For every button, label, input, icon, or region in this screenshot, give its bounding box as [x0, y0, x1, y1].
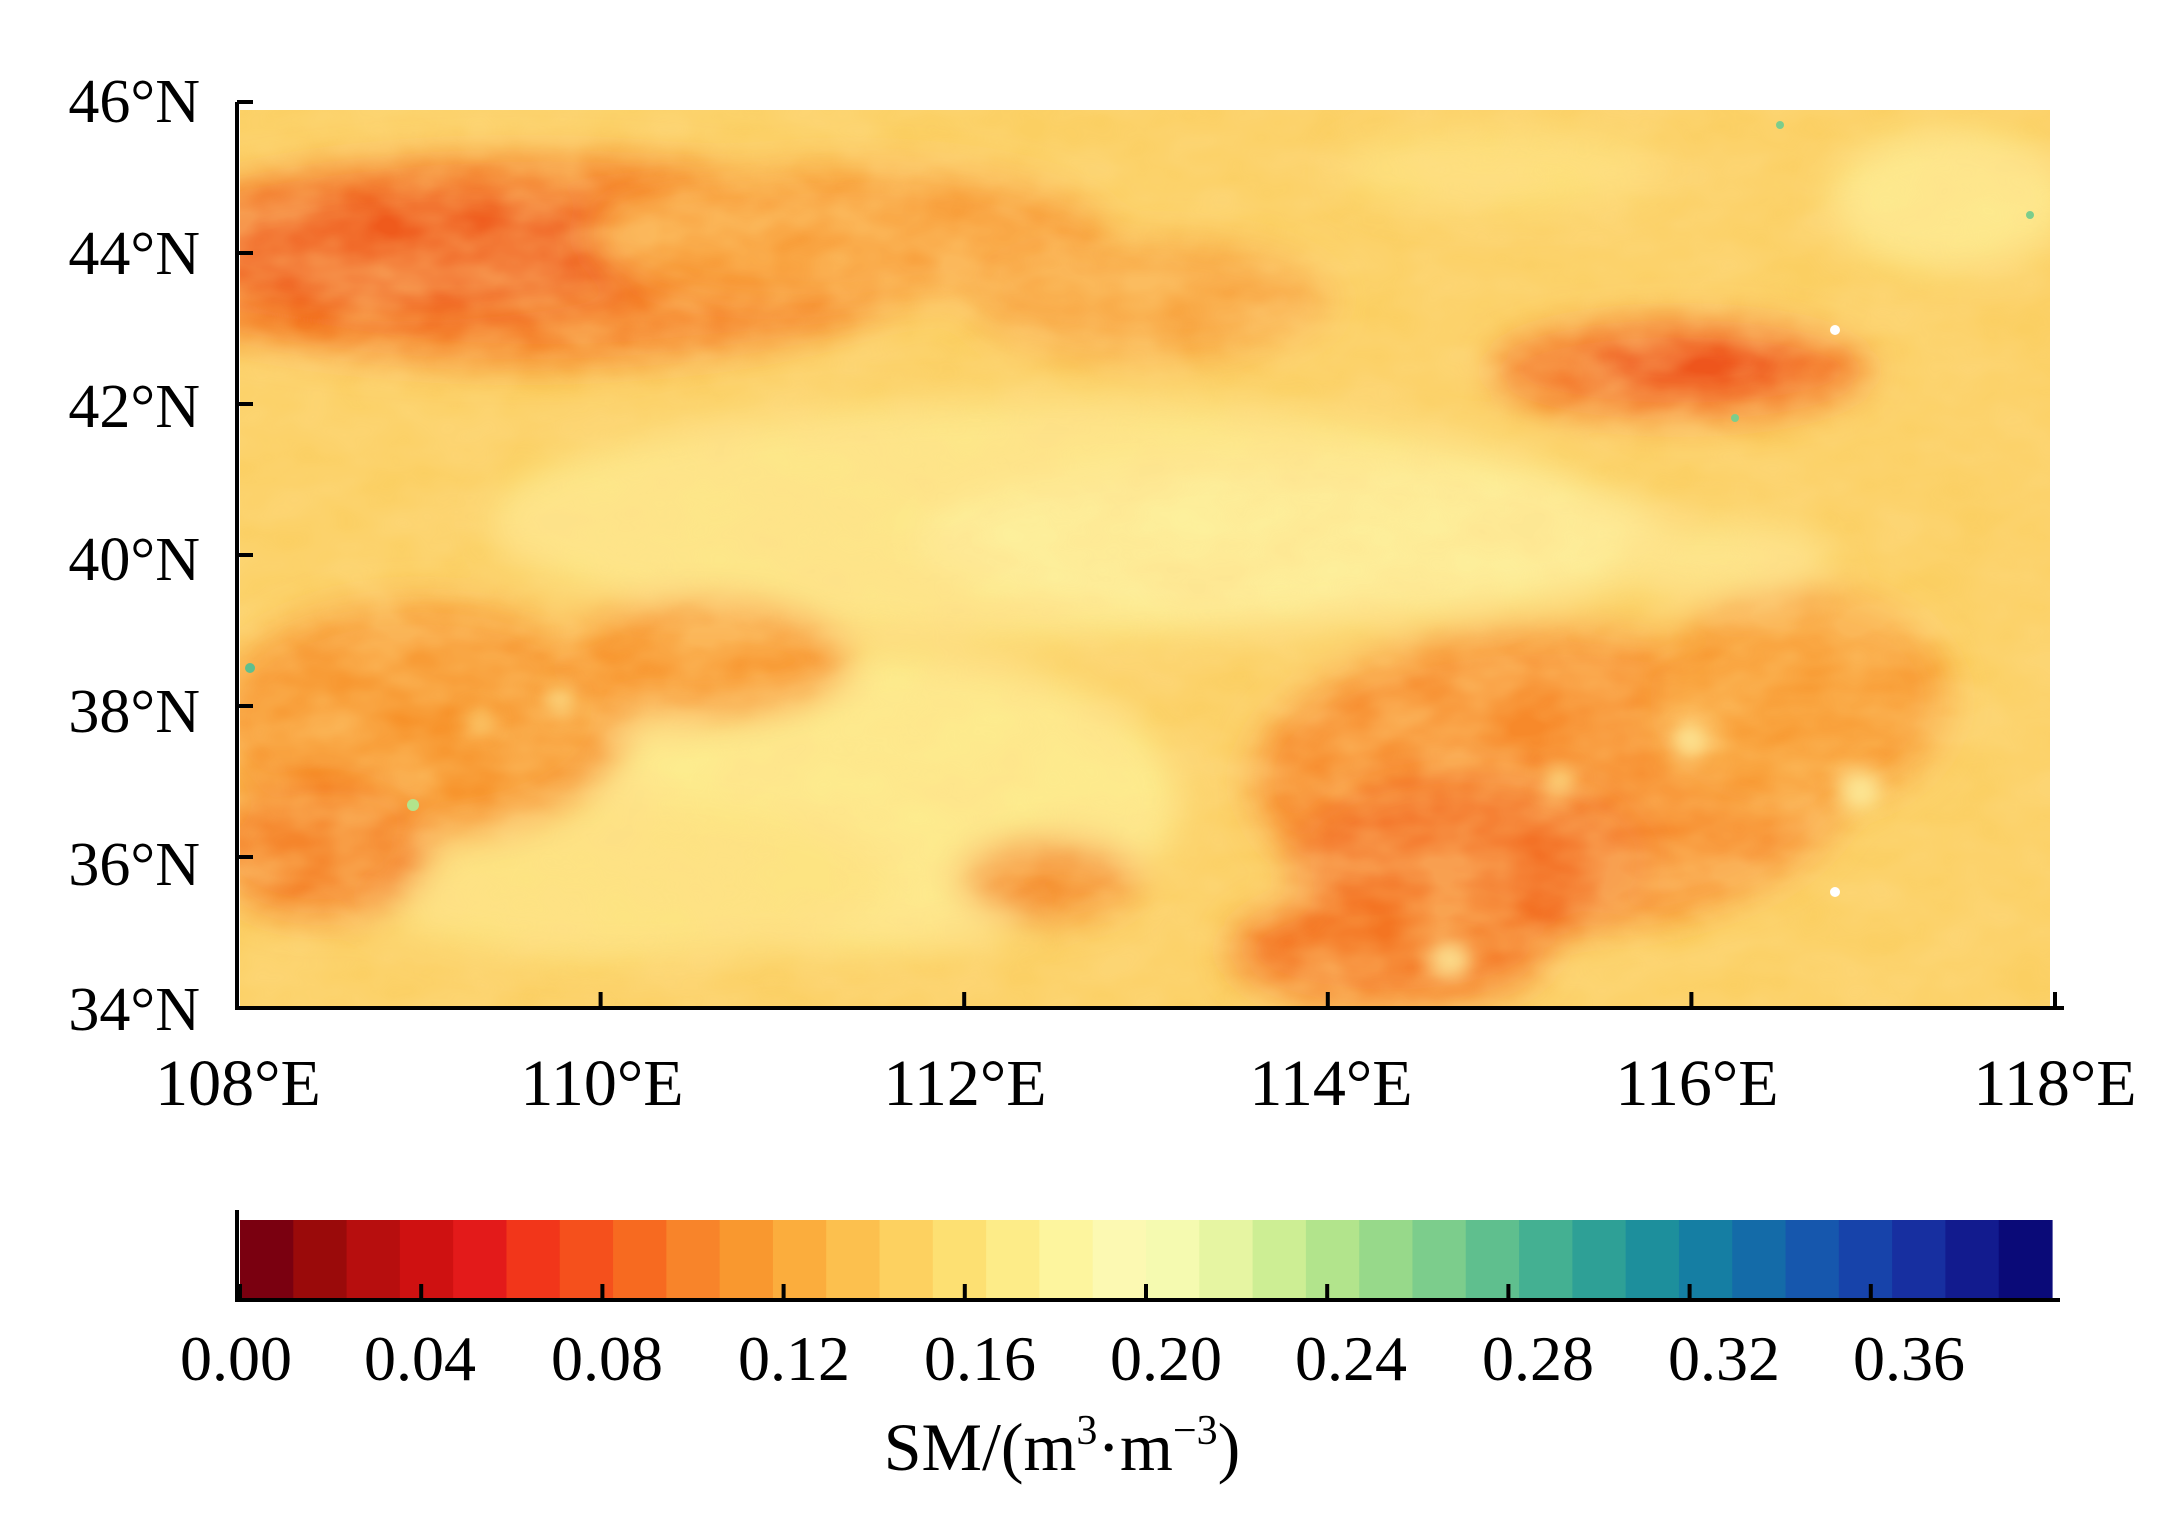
colorbar-swatch [1146, 1220, 1200, 1298]
colorbar [240, 1220, 2053, 1298]
colorbar-label-mid: ·m [1097, 1409, 1173, 1485]
colorbar-label-end: ) [1218, 1409, 1241, 1485]
colorbar-swatch [772, 1220, 827, 1298]
lat-label-34: 34°N [68, 976, 200, 1044]
colorbar-swatch [1678, 1220, 1733, 1298]
colorbar-swatch [1519, 1220, 1573, 1298]
cb-label-4: 0.16 [924, 1323, 1036, 1394]
colorbar-label-sup1: 3 [1076, 1408, 1097, 1454]
lon-label-118: 118°E [1973, 1047, 2136, 1120]
cb-label-2: 0.08 [551, 1323, 663, 1394]
colorbar-swatch [1252, 1220, 1307, 1298]
cb-label-1: 0.04 [364, 1323, 476, 1394]
longitude-ticks [235, 992, 2057, 1008]
cb-label-0: 0.00 [180, 1323, 292, 1394]
cb-label-6: 0.24 [1295, 1323, 1407, 1394]
cb-label-9: 0.36 [1853, 1323, 1965, 1394]
colorbar-swatch [879, 1220, 934, 1298]
lat-label-36: 36°N [68, 831, 200, 899]
colorbar-swatch [506, 1220, 561, 1298]
cb-label-3: 0.12 [738, 1323, 850, 1394]
colorbar-swatch [1785, 1220, 1840, 1298]
colorbar-swatch [1039, 1220, 1094, 1298]
colorbar-swatch [1359, 1220, 1414, 1298]
colorbar-swatch [240, 1220, 294, 1298]
colorbar-swatch [1092, 1220, 1147, 1298]
colorbar-swatch [293, 1220, 348, 1298]
colorbar-swatch [719, 1220, 774, 1298]
colorbar-swatch [1572, 1220, 1627, 1298]
lon-label-112: 112°E [883, 1047, 1046, 1120]
colorbar-swatch [1732, 1220, 1787, 1298]
lat-label-46: 46°N [68, 68, 200, 136]
colorbar-swatch [1412, 1220, 1467, 1298]
cb-label-5: 0.20 [1110, 1323, 1222, 1394]
colorbar-swatch [1945, 1220, 2000, 1298]
latitude-labels: 46°N 44°N 42°N 40°N 38°N 36°N 34°N [68, 68, 200, 1044]
colorbar-label-main: SM/(m [884, 1409, 1077, 1485]
colorbar-swatch [1892, 1220, 1947, 1298]
longitude-labels: 108°E 110°E 112°E 114°E 116°E 118°E [155, 1047, 2136, 1120]
cb-label-8: 0.32 [1668, 1323, 1780, 1394]
colorbar-swatch [1625, 1220, 1680, 1298]
cb-label-7: 0.28 [1482, 1323, 1594, 1394]
latitude-ticks [237, 100, 253, 1010]
colorbar-label-sup2: −3 [1173, 1408, 1218, 1454]
colorbar-swatch [1998, 1220, 2053, 1298]
colorbar-swatch [666, 1220, 721, 1298]
colorbar-ticks [238, 1284, 1873, 1300]
lat-label-42: 42°N [68, 373, 200, 441]
soil-moisture-raster [240, 110, 2050, 1008]
colorbar-tick-labels: 0.00 0.04 0.08 0.12 0.16 0.20 0.24 0.28 … [180, 1323, 1965, 1394]
lon-label-116: 116°E [1615, 1047, 1778, 1120]
colorbar-swatch [1465, 1220, 1520, 1298]
colorbar-swatch [1199, 1220, 1254, 1298]
colorbar-swatch [613, 1220, 667, 1298]
colorbar-swatch [826, 1220, 881, 1298]
lon-label-108: 108°E [155, 1047, 321, 1120]
colorbar-swatch [399, 1220, 454, 1298]
colorbar-swatch [1838, 1220, 1893, 1298]
lon-label-114: 114°E [1249, 1047, 1412, 1120]
lon-label-110: 110°E [520, 1047, 683, 1120]
lat-label-44: 44°N [68, 220, 200, 288]
colorbar-axis-label: SM/(m3·m−3) [884, 1408, 1241, 1485]
colorbar-swatch [346, 1220, 401, 1298]
lat-label-38: 38°N [68, 678, 200, 746]
colorbar-swatch [932, 1220, 987, 1298]
colorbar-swatch [453, 1220, 508, 1298]
colorbar-swatch [986, 1220, 1041, 1298]
colorbar-swatch [559, 1220, 614, 1298]
colorbar-swatch [1305, 1220, 1360, 1298]
lat-label-40: 40°N [68, 526, 200, 594]
